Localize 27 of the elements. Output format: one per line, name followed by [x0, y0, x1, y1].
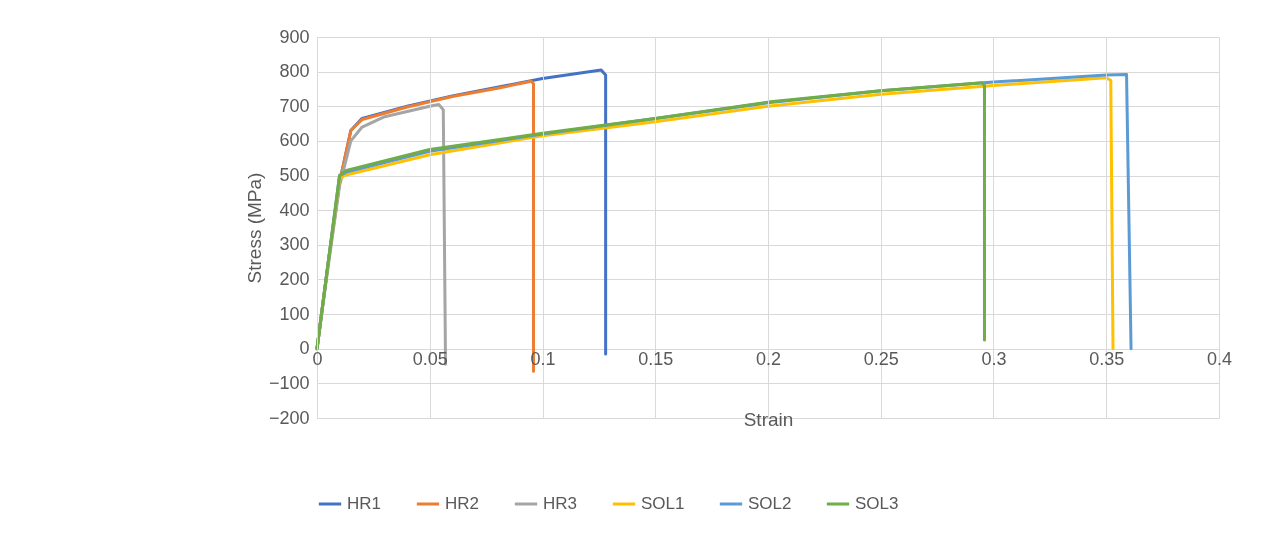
legend-label: SOL1: [641, 494, 685, 513]
legend-label: HR1: [347, 494, 382, 513]
x-tick-label: 0.05: [412, 349, 448, 370]
legend-label: HR3: [543, 494, 578, 513]
x-axis-title: Strain: [743, 408, 794, 430]
x-tick-label: 0.4: [1206, 349, 1233, 370]
y-tick-label: 600: [279, 130, 310, 151]
legend-label: SOL2: [748, 494, 792, 513]
legend-label: HR2: [445, 494, 480, 513]
x-tick-label: 0.2: [755, 349, 782, 370]
y-tick-label: 400: [279, 199, 310, 220]
y-tick-label: −100: [268, 372, 310, 393]
x-tick-label: 0.3: [981, 349, 1007, 370]
y-tick-label: 200: [279, 268, 310, 289]
y-tick-label: 300: [279, 234, 310, 255]
y-axis-title: Stress (MPa): [243, 172, 265, 284]
x-tick-label: 0.25: [863, 349, 899, 370]
x-tick-label: 0.15: [638, 349, 674, 370]
y-tick-label: 900: [279, 26, 310, 47]
y-tick-label: 500: [279, 165, 310, 186]
y-tick-label: −200: [268, 407, 310, 428]
x-tick-label: 0.35: [1089, 349, 1125, 370]
x-tick-label: 0: [312, 349, 323, 370]
legend-label: SOL3: [855, 494, 899, 513]
y-tick-label: 700: [279, 95, 310, 116]
y-tick-label: 100: [279, 303, 310, 324]
y-tick-label: 800: [279, 61, 310, 82]
